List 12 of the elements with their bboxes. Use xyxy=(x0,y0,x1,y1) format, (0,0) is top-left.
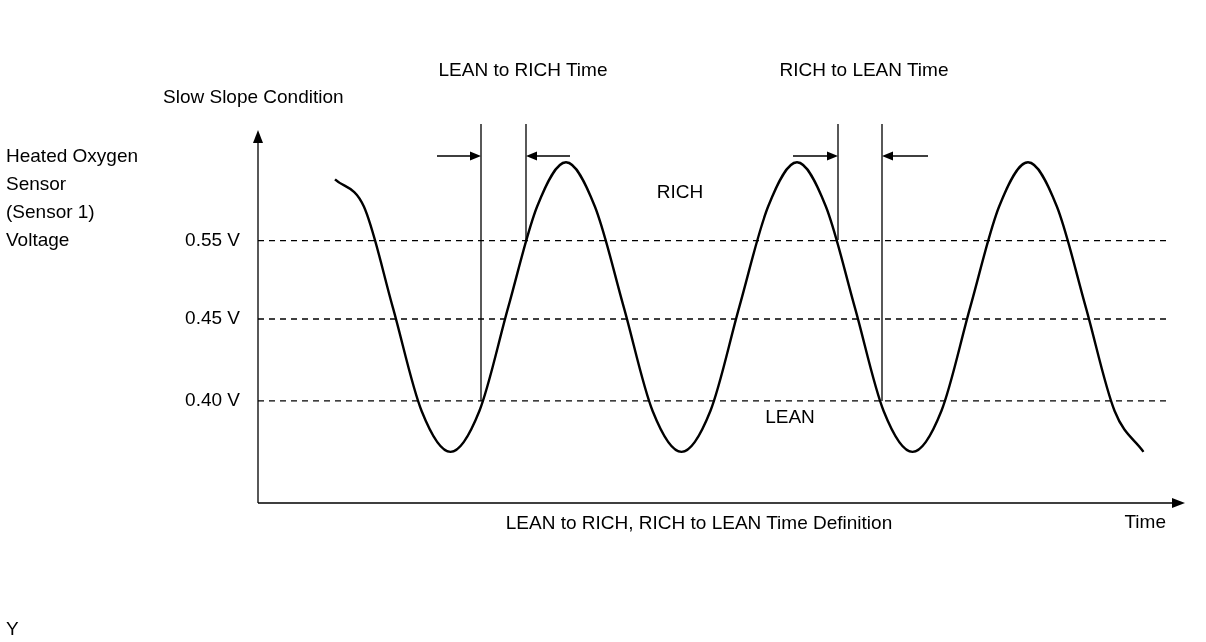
text: Y xyxy=(6,618,19,640)
text: RICH to LEAN Time xyxy=(779,59,949,81)
ref-line-label: 0.55 V xyxy=(185,228,241,250)
text: LEAN to RICH Time xyxy=(438,59,608,81)
text: Heated Oxygen Sensor (Sensor 1) Voltage xyxy=(6,145,139,251)
ref-line-label: 0.40 V xyxy=(185,389,241,411)
annotation: LEAN xyxy=(765,406,815,428)
annotation: RICH xyxy=(656,181,704,203)
x-axis-title: Time xyxy=(1124,511,1166,533)
ref-line-label: 0.45 V xyxy=(185,307,241,329)
text: LEAN to RICH, RICH to LEAN Time Definition xyxy=(505,512,893,534)
text: Slow Slope Condition xyxy=(163,86,344,108)
